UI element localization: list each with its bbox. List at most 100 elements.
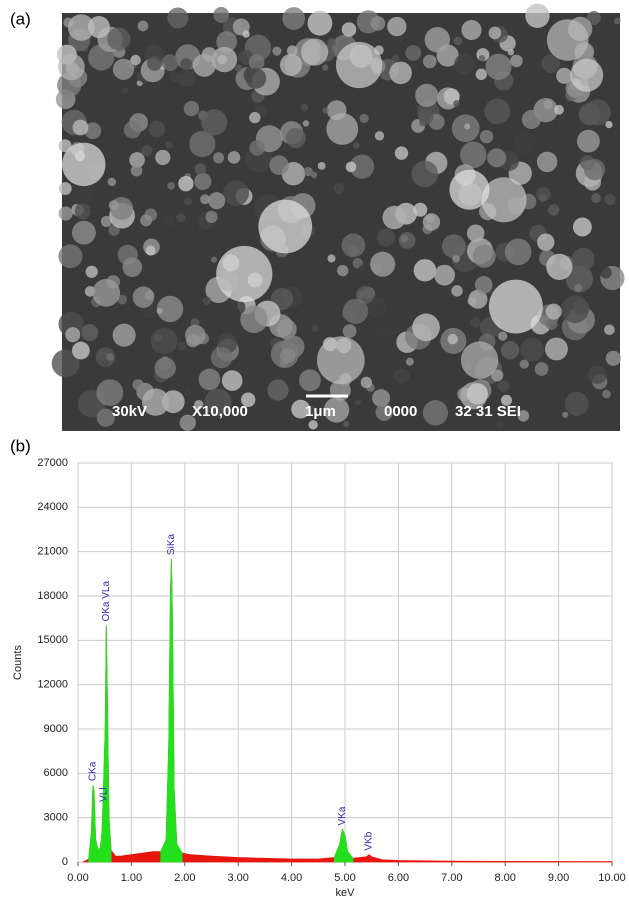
particle	[87, 16, 110, 39]
sem-image: 30kV X10,000 1μm 0000 32 31 SEI	[51, 3, 625, 431]
particle	[323, 397, 350, 423]
particle	[72, 119, 89, 136]
bright-particle	[216, 245, 273, 303]
particle	[121, 87, 129, 95]
particle	[167, 27, 175, 34]
particle	[198, 368, 221, 391]
particle	[240, 392, 256, 407]
particle	[373, 323, 394, 344]
particle	[345, 161, 357, 173]
particle	[376, 228, 396, 247]
particle	[464, 123, 471, 130]
bright-particle	[58, 53, 85, 81]
particle	[604, 193, 616, 206]
particle	[186, 333, 200, 348]
particle	[303, 166, 313, 177]
particle	[478, 55, 486, 62]
particle	[520, 337, 545, 362]
particle	[375, 403, 393, 421]
particle	[475, 68, 487, 81]
particle	[167, 7, 189, 29]
particle	[565, 265, 594, 293]
particle	[179, 414, 196, 431]
particle	[453, 36, 463, 46]
particle	[500, 394, 512, 406]
particle	[466, 383, 489, 405]
particle	[249, 140, 265, 156]
particle	[132, 379, 144, 391]
particle	[117, 294, 127, 305]
particle	[447, 333, 458, 345]
particle	[536, 151, 558, 173]
particle	[479, 129, 494, 144]
particle	[130, 54, 141, 66]
particle	[574, 283, 583, 292]
particle	[213, 152, 225, 164]
bright-particle	[449, 169, 490, 210]
y-tick-label: 3000	[44, 812, 68, 824]
particle	[67, 14, 95, 41]
particle	[194, 172, 212, 191]
particle	[460, 141, 487, 169]
particle	[302, 120, 310, 127]
bright-particle	[546, 19, 589, 61]
sem-label: 0000	[384, 403, 417, 420]
particle	[370, 251, 396, 277]
y-tick-label: 27000	[37, 457, 68, 469]
particle	[72, 341, 90, 360]
particle	[200, 194, 210, 205]
particle	[341, 22, 357, 37]
particle	[374, 131, 385, 141]
x-tick-label: 2.00	[174, 872, 195, 884]
particle	[521, 109, 541, 129]
particle	[356, 286, 375, 305]
particle	[556, 67, 573, 84]
particle	[342, 305, 358, 321]
x-tick-label: 9.00	[548, 872, 569, 884]
particle	[545, 303, 562, 320]
peak-label: VKa	[337, 806, 348, 825]
particle	[513, 131, 536, 155]
particle	[358, 264, 366, 272]
bright-particle	[61, 142, 106, 187]
particle	[96, 379, 124, 407]
particle	[58, 182, 72, 195]
particle	[353, 142, 360, 149]
particle	[240, 305, 268, 334]
x-tick-label: 1.00	[121, 872, 142, 884]
particle	[167, 182, 175, 190]
particle	[472, 244, 496, 268]
particle	[165, 141, 173, 149]
peak-label: SiKa	[166, 533, 177, 555]
particle	[156, 295, 184, 323]
particle	[211, 256, 218, 263]
particle	[202, 296, 212, 306]
particle	[370, 16, 386, 31]
sem-label: X10,000	[192, 403, 248, 420]
particle	[484, 98, 511, 125]
bright-particle	[488, 279, 543, 334]
particle	[605, 350, 621, 366]
particle	[71, 220, 96, 245]
particle	[112, 58, 135, 80]
y-tick-label: 6000	[44, 767, 68, 779]
particle	[355, 399, 362, 406]
particle	[422, 400, 449, 426]
particle	[84, 122, 102, 140]
particle	[584, 99, 611, 126]
particle	[137, 20, 149, 32]
particle	[587, 365, 607, 384]
particle	[412, 313, 440, 342]
x-tick-label: 3.00	[227, 872, 248, 884]
particle	[291, 399, 311, 419]
particle	[150, 328, 178, 355]
particle	[554, 104, 564, 115]
particle	[327, 38, 336, 47]
particle	[394, 368, 410, 384]
particle	[600, 267, 612, 279]
particle	[330, 201, 337, 208]
particle	[108, 200, 119, 211]
particle	[112, 323, 136, 347]
particle	[525, 3, 550, 28]
particle	[101, 359, 109, 366]
